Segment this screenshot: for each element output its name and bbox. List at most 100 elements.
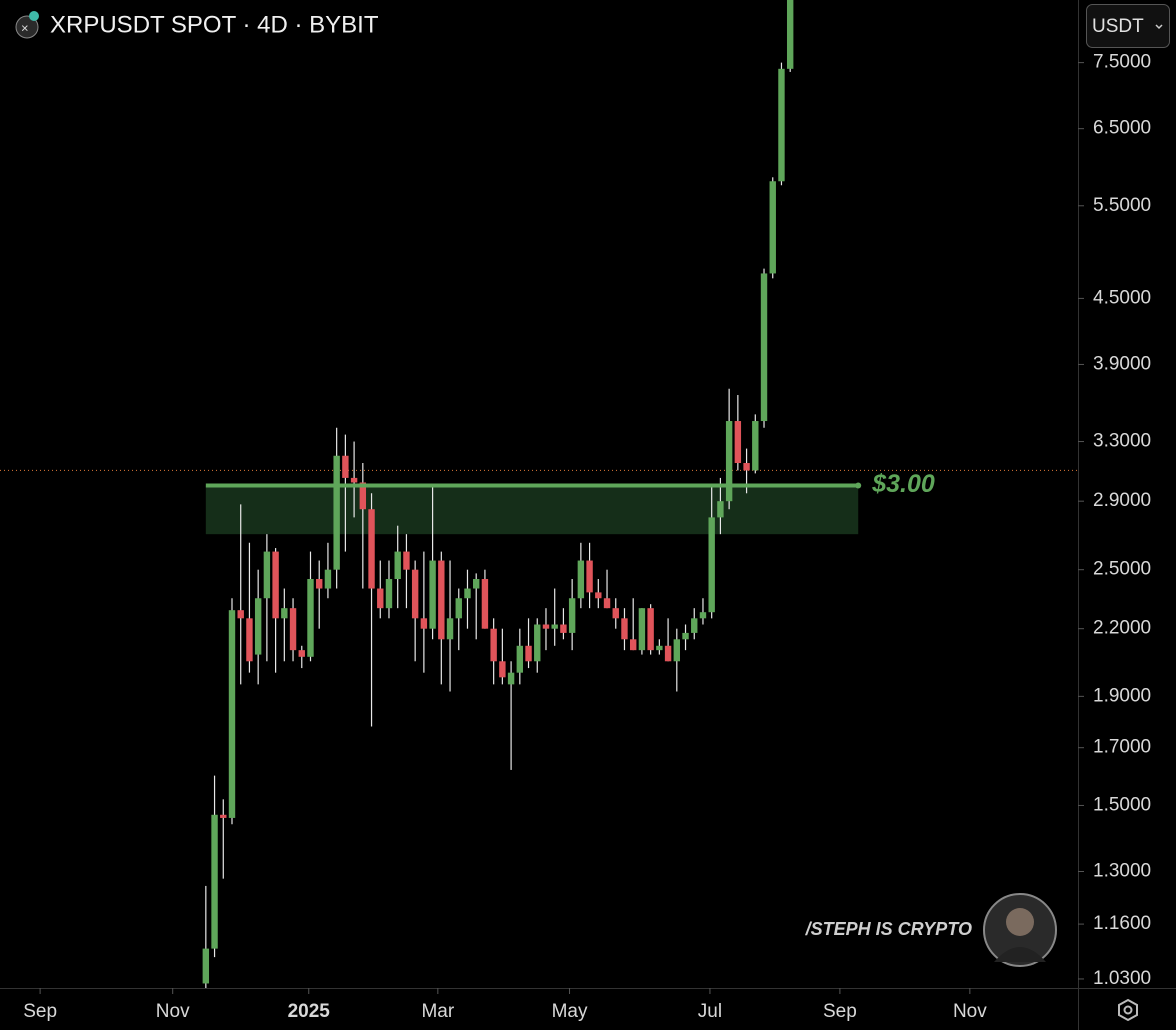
close-icon[interactable]: [15, 15, 39, 39]
candle-body: [699, 612, 707, 619]
avatar-body: [994, 947, 1046, 962]
candle-body: [237, 610, 244, 619]
x-tick-label: Mar: [421, 1001, 454, 1022]
x-tick-label: 2025: [288, 1001, 331, 1022]
candle-body: [342, 455, 349, 478]
avatar-face: [1006, 908, 1034, 936]
x-tick-label: Nov: [156, 1001, 190, 1022]
candle-body: [368, 509, 375, 589]
candle-body: [394, 551, 401, 580]
watermark: /STEPH IS CRYPTO: [805, 919, 972, 939]
y-tick-label: 1.1600: [1093, 913, 1151, 934]
x-tick-label: Sep: [23, 1001, 57, 1022]
candle-body: [298, 650, 305, 657]
x-tick-label: Sep: [823, 1001, 857, 1022]
candle-body: [350, 477, 358, 483]
candle-body: [621, 618, 628, 640]
y-tick-label: 3.9000: [1093, 353, 1151, 374]
candle-body: [786, 0, 794, 69]
currency-label: USDT: [1092, 16, 1144, 37]
candle-body: [307, 579, 314, 657]
candle-body: [316, 579, 323, 589]
y-tick-label: 1.0300: [1093, 968, 1151, 989]
candle-body: [647, 608, 654, 651]
candle-body: [481, 579, 489, 629]
candle-body: [778, 68, 785, 182]
candle-body: [263, 551, 271, 599]
settings-icon[interactable]: [1118, 998, 1138, 1022]
y-tick-label: 1.9000: [1093, 685, 1151, 706]
candle-body: [542, 624, 550, 629]
candle-body: [638, 608, 646, 651]
candle-body: [769, 181, 776, 274]
symbol-logo: [29, 11, 39, 21]
candle-body: [691, 618, 698, 633]
y-tick-label: 1.3000: [1093, 861, 1151, 882]
candle-body: [211, 814, 218, 949]
candle-body: [534, 624, 541, 662]
plot-area: [0, 0, 1078, 988]
candle-body: [551, 624, 558, 629]
y-tick-label: 7.5000: [1093, 52, 1151, 73]
close-glyph: ×: [21, 20, 29, 35]
settings-icon-center: [1123, 1005, 1133, 1015]
candle-body: [708, 517, 715, 613]
y-tick-label: 4.5000: [1093, 287, 1151, 308]
candle-body: [429, 560, 436, 629]
candle-body: [289, 608, 297, 651]
candle-body: [673, 639, 681, 662]
candle-body: [560, 624, 567, 633]
y-tick-label: 6.5000: [1093, 118, 1151, 139]
level-label: $3.00: [871, 470, 935, 498]
y-tick-label: 2.5000: [1093, 559, 1151, 580]
candle-body: [403, 551, 410, 570]
y-tick-label: 1.5000: [1093, 794, 1151, 815]
candle-body: [725, 421, 733, 502]
chart-title: XRPUSDT SPOT · 4D · BYBIT: [50, 11, 379, 38]
y-tick-label: 5.5000: [1093, 195, 1151, 216]
candle-body: [752, 421, 759, 471]
candle-body: [577, 560, 585, 599]
candle-body: [612, 608, 619, 619]
candle-body: [446, 618, 454, 640]
support-zone: [205, 485, 859, 535]
candle-body: [656, 645, 663, 651]
candle-body: [682, 632, 689, 640]
candle-body: [760, 273, 768, 422]
y-tick-label: 2.2000: [1093, 618, 1151, 639]
candle-body: [359, 482, 367, 510]
x-tick-label: May: [552, 1001, 588, 1022]
candle-body: [246, 618, 253, 662]
candle-body: [324, 569, 332, 589]
x-tick-label: Nov: [953, 1001, 987, 1022]
candle-body: [717, 501, 724, 518]
candle-body: [455, 598, 462, 619]
currency-button[interactable]: [1086, 4, 1170, 48]
candle-body: [220, 814, 227, 818]
x-tick-label: Jul: [698, 1001, 722, 1022]
candle-body: [464, 588, 471, 599]
candle-body: [438, 560, 445, 640]
candle-body: [420, 618, 428, 629]
dropdown-arrow: [1155, 24, 1163, 30]
candle-body: [525, 645, 532, 662]
candle-body: [507, 672, 515, 685]
candle-body: [734, 421, 742, 464]
candle-body: [664, 645, 672, 662]
candle-body: [499, 661, 506, 678]
y-tick-label: 2.9000: [1093, 490, 1151, 511]
y-tick-label: 3.3000: [1093, 431, 1151, 452]
axes: 7.5000 6.5000 5.5000 4.5000 3.9000 3.3000 2.90…: [23, 52, 1151, 1022]
candle-body: [377, 588, 384, 609]
y-tick-label: 1.7000: [1093, 737, 1151, 758]
candle-body: [595, 592, 602, 599]
candle-body: [411, 569, 419, 619]
candle-body: [473, 579, 480, 589]
candle-body: [333, 455, 340, 570]
candle-body: [743, 463, 750, 471]
candle-body: [568, 598, 576, 633]
candle-body: [490, 628, 497, 662]
candle-body: [586, 560, 593, 593]
candle-body: [281, 608, 288, 619]
